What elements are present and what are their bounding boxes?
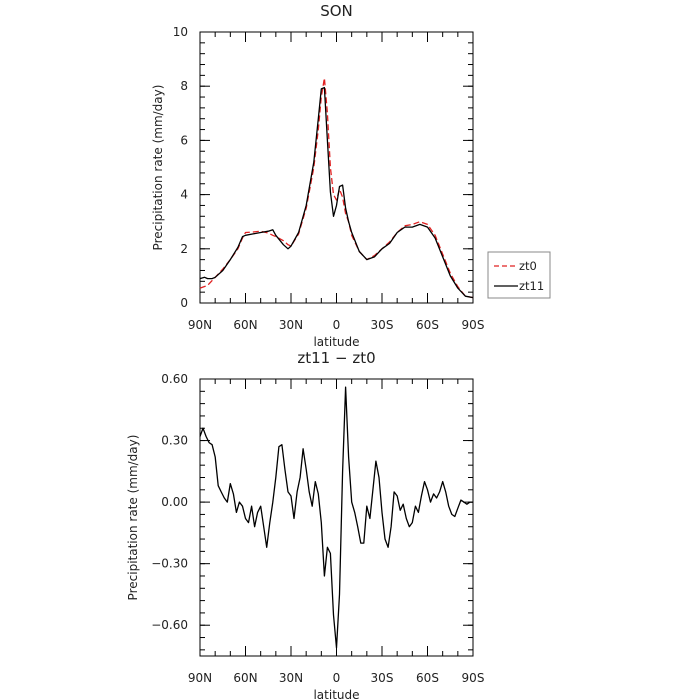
- y-tick-label: −0.60: [151, 618, 188, 632]
- y-tick-label: 0.30: [161, 434, 188, 448]
- x-axis-label: latitude: [313, 688, 359, 700]
- x-tick-label: 60N: [233, 671, 257, 685]
- series-line-zt0: [199, 77, 474, 299]
- x-tick-label: 60S: [416, 318, 439, 332]
- x-tick-label: 90S: [462, 318, 485, 332]
- x-tick-label: 90S: [462, 671, 485, 685]
- legend-label-zt11: zt11: [519, 279, 544, 293]
- x-tick-label: 90N: [188, 671, 212, 685]
- x-tick-label: 90N: [188, 318, 212, 332]
- chart-title: zt11 − zt0: [297, 349, 375, 367]
- y-tick-label: −0.30: [151, 557, 188, 571]
- x-tick-label: 0: [333, 671, 341, 685]
- x-tick-label: 60S: [416, 671, 439, 685]
- x-tick-label: 30N: [279, 671, 303, 685]
- y-tick-label: 4: [180, 188, 188, 202]
- x-tick-label: 60N: [233, 318, 257, 332]
- legend-box: [487, 251, 551, 299]
- y-tick-label: 2: [180, 242, 188, 256]
- plot-frame: [199, 378, 474, 657]
- x-tick-label: 30N: [279, 318, 303, 332]
- series-line-zt11: [199, 86, 474, 299]
- y-tick-label: 6: [180, 133, 188, 147]
- x-tick-label: 0: [333, 318, 341, 332]
- panel-son: SON 90N 60N 30N 0 30S 60S 90S 0 2 4 6 8 10 latitude Pre…: [151, 2, 551, 349]
- chart-title: SON: [320, 2, 353, 20]
- x-axis-label: latitude: [313, 335, 359, 349]
- x-tick-label: 30S: [371, 671, 394, 685]
- panel-difference: zt11 − zt0 90N 60N 30N 0 30S 60S 90S 0.60 0.30 0.0…: [126, 349, 484, 700]
- series-line-difference: [199, 386, 473, 649]
- y-tick-label: 0.60: [161, 372, 188, 386]
- x-tick-label: 30S: [371, 318, 394, 332]
- y-axis-label: Precipitation rate (mm/day): [151, 85, 165, 251]
- legend-label-zt0: zt0: [519, 259, 537, 273]
- y-axis-label: Precipitation rate (mm/day): [126, 435, 140, 601]
- y-tick-label: 0: [180, 296, 188, 310]
- plot-frame: [199, 31, 474, 304]
- y-tick-label: 10: [173, 25, 188, 39]
- y-tick-label: 0.00: [161, 495, 188, 509]
- y-tick-label: 8: [180, 79, 188, 93]
